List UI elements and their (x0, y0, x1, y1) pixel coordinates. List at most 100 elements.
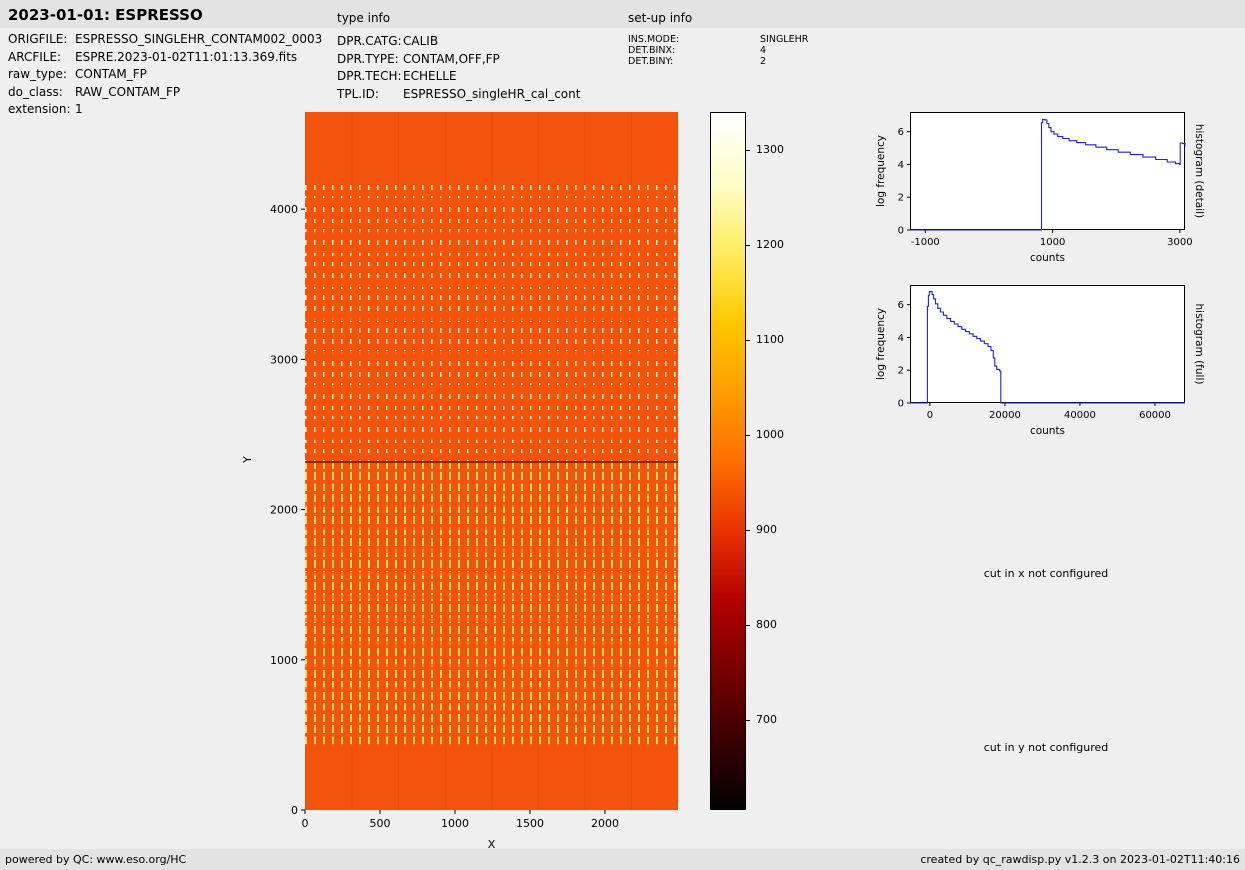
meta-label: DPR.TECH: (337, 68, 403, 86)
footer-right-text: created by qc_rawdisp.py v1.2.3 on 2023-… (920, 853, 1240, 866)
y-tick-label: 2 (898, 193, 904, 204)
colorbar-tick-label: 700 (756, 714, 777, 726)
colorbar: 700 800 900 1000 1100 1200 1300 (710, 112, 840, 810)
colorbar-tick (746, 340, 750, 341)
meta-row-raw-type: raw_type:CONTAM_FP (8, 66, 322, 84)
meta-row-extension: extension:1 (8, 101, 322, 119)
footer-left-text: powered by QC: www.eso.org/HC (5, 853, 186, 866)
x-axis-title: counts (1030, 425, 1065, 437)
meta-row-det-binx: DET.BINX:4 (628, 45, 808, 56)
meta-value: 2 (760, 56, 766, 67)
meta-label: DET.BINY: (628, 56, 760, 67)
x-axis-title: counts (1030, 252, 1065, 264)
colorbar-tick-label: 900 (756, 524, 777, 536)
ccd-dark-row-artifact (305, 461, 678, 463)
footer-band: powered by QC: www.eso.org/HC created by… (0, 849, 1245, 870)
type-info-block: DPR.CATG:CALIB DPR.TYPE:CONTAM,OFF,FP DP… (337, 33, 580, 103)
meta-label: ORIGFILE: (8, 31, 75, 49)
ccd-x-tick-label: 1000 (441, 817, 469, 830)
file-metadata-block: ORIGFILE:ESPRESSO_SINGLEHR_CONTAM002_000… (8, 31, 322, 119)
y-tick-label: 6 (898, 127, 904, 138)
meta-value: CONTAM,OFF,FP (403, 51, 500, 69)
colorbar-gradient (710, 112, 746, 810)
plot-frame (911, 113, 1185, 230)
meta-row-dpr-tech: DPR.TECH:ECHELLE (337, 68, 580, 86)
histogram-full-plot: 02000040000600000246countslog frequencyh… (910, 285, 1185, 403)
y-tick-label: 4 (898, 160, 904, 171)
meta-value: ESPRESSO_SINGLEHR_CONTAM002_0003 (75, 31, 322, 49)
meta-row-origfile: ORIGFILE:ESPRESSO_SINGLEHR_CONTAM002_000… (8, 31, 322, 49)
y-axis-title: log frequency (875, 135, 887, 207)
ccd-x-tick-label: 0 (302, 817, 309, 830)
meta-row-ins-mode: INS.MODE:SINGLEHR (628, 34, 808, 45)
ccd-y-tick-label: 1000 (270, 654, 298, 667)
meta-row-arcfile: ARCFILE:ESPRE.2023-01-02T11:01:13.369.fi… (8, 49, 322, 67)
meta-label: INS.MODE: (628, 34, 760, 45)
ccd-y-tick-label: 3000 (270, 353, 298, 366)
meta-label: DPR.TYPE: (337, 51, 403, 69)
meta-label: TPL.ID: (337, 86, 403, 104)
setup-info-block: INS.MODE:SINGLEHR DET.BINX:4 DET.BINY:2 (628, 34, 808, 67)
ccd-x-tick-label: 1500 (516, 817, 544, 830)
colorbar-tick (746, 625, 750, 626)
ccd-x-tick-label: 2000 (591, 817, 619, 830)
y-tick-label: 2 (898, 366, 904, 377)
meta-value: CONTAM_FP (75, 66, 147, 84)
meta-label: extension: (8, 101, 75, 119)
right-axis-title: histogram (detail) (1193, 124, 1205, 218)
colorbar-tick (746, 720, 750, 721)
y-tick-label: 0 (898, 226, 904, 237)
ccd-y-tick-label: 0 (291, 804, 298, 817)
colorbar-tick-label: 800 (756, 619, 777, 631)
x-tick-label: 20000 (989, 410, 1021, 421)
meta-value: CALIB (403, 33, 438, 51)
y-axis-title: log frequency (875, 308, 887, 380)
y-tick-label: 4 (898, 333, 904, 344)
setup-info-heading: set-up info (628, 11, 692, 25)
type-info-heading: type info (337, 11, 390, 25)
meta-value: 1 (75, 101, 83, 119)
meta-label: do_class: (8, 84, 75, 102)
y-tick-label: 0 (898, 399, 904, 410)
meta-label: raw_type: (8, 66, 75, 84)
ccd-echelle-orders-upper (305, 185, 678, 461)
header-band: 2023-01-01: ESPRESSO type info set-up in… (0, 0, 1245, 28)
ccd-y-axis-label: Y (241, 456, 254, 463)
colorbar-tick-label: 1100 (756, 334, 784, 346)
meta-value: SINGLEHR (760, 34, 808, 45)
x-tick-label: 60000 (1139, 410, 1171, 421)
meta-row-dpr-catg: DPR.CATG:CALIB (337, 33, 580, 51)
histogram-detail-plot: -1000100030000246countslog frequencyhist… (910, 112, 1185, 230)
meta-value: RAW_CONTAM_FP (75, 84, 180, 102)
x-tick-label: 0 (927, 410, 933, 421)
meta-label: DET.BINX: (628, 45, 760, 56)
ccd-x-tick-label: 500 (369, 817, 390, 830)
colorbar-tick-label: 1300 (756, 144, 784, 156)
meta-value: ECHELLE (403, 68, 457, 86)
ccd-y-tick-label: 2000 (270, 504, 298, 517)
colorbar-tick (746, 150, 750, 151)
meta-value: ESPRESSO_singleHR_cal_cont (403, 86, 580, 104)
meta-row-dpr-type: DPR.TYPE:CONTAM,OFF,FP (337, 51, 580, 69)
y-tick-label: 6 (898, 300, 904, 311)
meta-label: DPR.CATG: (337, 33, 403, 51)
histogram-full-svg: 02000040000600000246countslog frequencyh… (910, 285, 1185, 403)
meta-row-do-class: do_class:RAW_CONTAM_FP (8, 84, 322, 102)
colorbar-tick-label: 1200 (756, 239, 784, 251)
raw-ccd-image (305, 112, 678, 810)
meta-value: ESPRE.2023-01-02T11:01:13.369.fits (75, 49, 297, 67)
meta-value: 4 (760, 45, 766, 56)
meta-row-tpl-id: TPL.ID:ESPRESSO_singleHR_cal_cont (337, 86, 580, 104)
ccd-echelle-orders-lower (305, 461, 678, 746)
meta-row-det-biny: DET.BINY:2 (628, 56, 808, 67)
ccd-y-tick-label: 4000 (270, 203, 298, 216)
meta-label: ARCFILE: (8, 49, 75, 67)
colorbar-tick (746, 245, 750, 246)
colorbar-tick (746, 435, 750, 436)
right-axis-title: histogram (full) (1193, 304, 1205, 385)
x-tick-label: 40000 (1064, 410, 1096, 421)
cut-y-note: cut in y not configured (946, 741, 1146, 754)
colorbar-tick (746, 530, 750, 531)
colorbar-tick-label: 1000 (756, 429, 784, 441)
x-tick-label: 3000 (1167, 237, 1192, 248)
